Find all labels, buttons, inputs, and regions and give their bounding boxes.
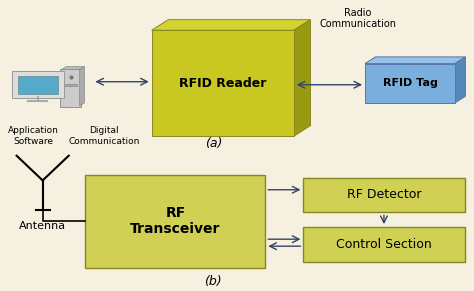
Text: RFID Tag: RFID Tag xyxy=(383,78,438,88)
FancyBboxPatch shape xyxy=(85,175,265,268)
FancyBboxPatch shape xyxy=(303,227,465,262)
FancyBboxPatch shape xyxy=(18,76,58,94)
Text: RF Detector: RF Detector xyxy=(346,189,421,201)
Polygon shape xyxy=(152,20,310,30)
Text: Antenna: Antenna xyxy=(19,221,66,230)
Text: (b): (b) xyxy=(204,275,222,288)
Polygon shape xyxy=(80,67,84,106)
FancyBboxPatch shape xyxy=(303,178,465,212)
Text: RF
Transceiver: RF Transceiver xyxy=(130,206,220,236)
Polygon shape xyxy=(294,20,310,136)
Polygon shape xyxy=(455,57,465,103)
FancyBboxPatch shape xyxy=(60,69,81,107)
Text: RFID Reader: RFID Reader xyxy=(179,77,266,90)
Text: Radio
Communication: Radio Communication xyxy=(319,8,396,29)
Text: (a): (a) xyxy=(205,137,222,150)
FancyBboxPatch shape xyxy=(152,30,294,136)
Polygon shape xyxy=(365,57,465,63)
Text: Application
Software: Application Software xyxy=(8,127,59,146)
Polygon shape xyxy=(62,67,84,70)
FancyBboxPatch shape xyxy=(12,71,64,98)
FancyBboxPatch shape xyxy=(365,63,455,103)
FancyBboxPatch shape xyxy=(64,84,77,86)
Text: Digital
Communication: Digital Communication xyxy=(69,127,140,146)
Text: Control Section: Control Section xyxy=(336,238,432,251)
